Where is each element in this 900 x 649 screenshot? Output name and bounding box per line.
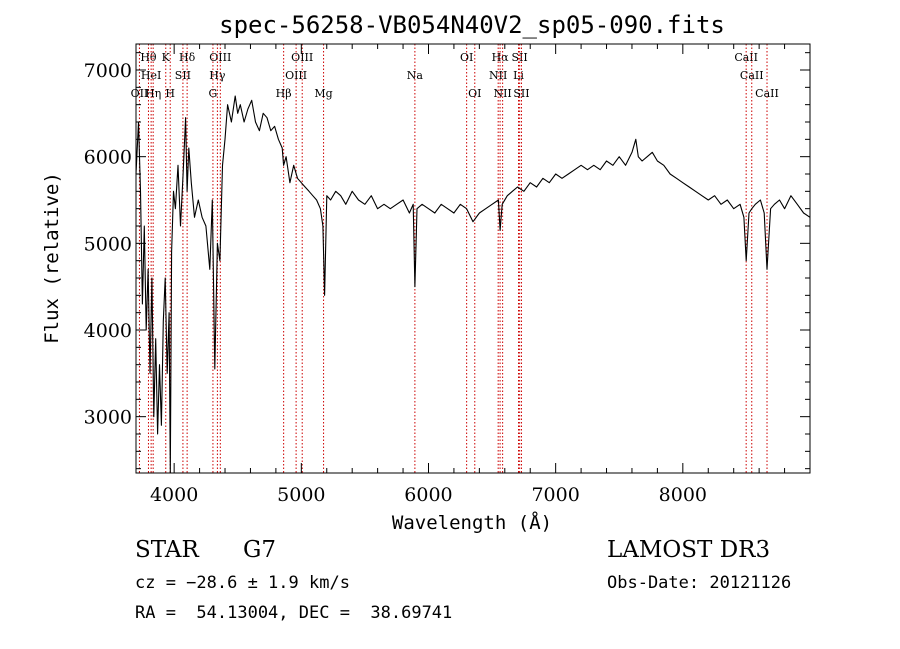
spectrum-line [135, 95, 811, 474]
y-tick-label: 4000 [84, 320, 132, 342]
y-tick-label: 7000 [84, 60, 132, 82]
x-tick-label: 8000 [659, 484, 707, 506]
coordinates: RA = 54.13004, DEC = 38.69741 [135, 603, 453, 623]
line-marker-label: Na [407, 69, 424, 82]
line-marker-label: OI [460, 51, 473, 64]
line-marker-label: CaII [740, 69, 764, 82]
line-marker-label: Hβ [276, 87, 292, 100]
x-axis: 4000 5000 6000 7000 8000 [150, 44, 811, 506]
line-marker-label: Hη [145, 87, 161, 100]
spectrum-series [135, 95, 811, 474]
line-marker-label: OIII [285, 69, 307, 82]
line-marker-label: Mg [314, 87, 332, 100]
line-marker-label: SII [175, 69, 191, 82]
y-axis: 3000 4000 5000 6000 7000 [84, 52, 810, 470]
x-axis-label: Wavelength (Å) [392, 511, 552, 534]
y-tick-label: 3000 [84, 407, 132, 429]
line-marker-label: K [162, 51, 171, 64]
line-marker-label: G [209, 87, 218, 100]
line-marker-label: OI [468, 87, 481, 100]
line-marker-label: Hα [492, 51, 510, 64]
survey-name: LAMOST DR3 [607, 537, 771, 563]
line-marker-label: NII [489, 69, 507, 82]
line-marker-label: NII [493, 87, 511, 100]
line-marker-label: Hδ [179, 51, 196, 64]
obs-date: Obs-Date: 20121126 [607, 573, 792, 593]
line-marker-label: OII [131, 87, 149, 100]
line-marker-label: H [165, 87, 175, 100]
chart-title: spec-56258-VB054N40V2_sp05-090.fits [219, 11, 725, 39]
object-subclass: G7 [243, 537, 277, 563]
line-marker-label: Hθ [140, 51, 157, 64]
x-tick-label: 5000 [277, 484, 325, 506]
line-marker-label: OIII [291, 51, 313, 64]
line-marker-label: CaII [734, 51, 758, 64]
x-tick-label: 7000 [531, 484, 579, 506]
plot-frame [135, 43, 811, 474]
y-tick-label: 6000 [84, 147, 132, 169]
line-marker-label: CaII [755, 87, 779, 100]
object-class: STAR [135, 537, 199, 563]
line-marker-label: Li [513, 69, 524, 82]
line-marker-label: Hγ [209, 69, 226, 82]
line-marker-label: SII [513, 87, 529, 100]
line-marker-label: OIII [209, 51, 231, 64]
line-marker-label: SII [512, 51, 528, 64]
x-tick-label: 4000 [150, 484, 198, 506]
line-marker-label: HeI [141, 69, 161, 82]
x-tick-label: 6000 [404, 484, 452, 506]
y-tick-label: 5000 [84, 233, 132, 255]
y-axis-label: Flux (relative) [41, 172, 63, 344]
redshift-text: cz = −28.6 ± 1.9 km/s [135, 573, 350, 593]
